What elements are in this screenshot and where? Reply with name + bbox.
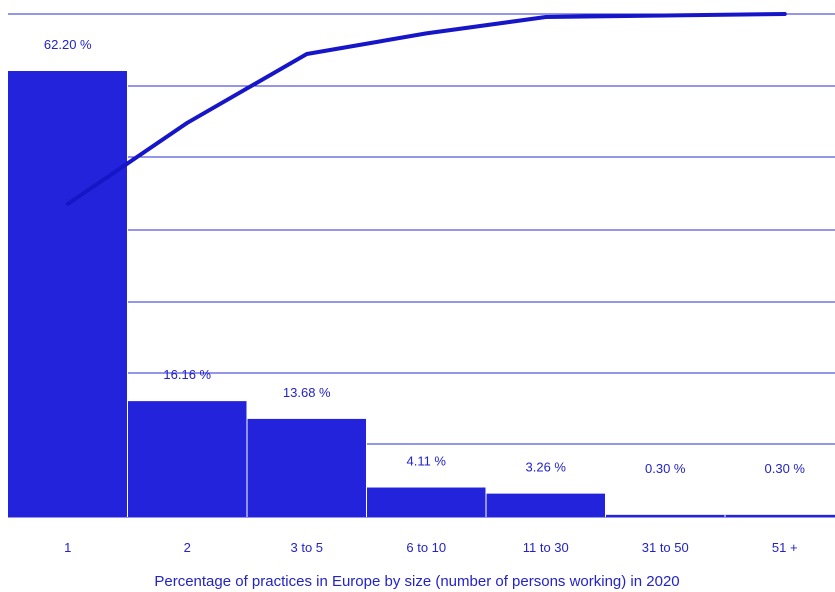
data-label-2: 16.16 % [163, 367, 211, 382]
cumulative-line [65, 12, 787, 206]
data-label-1: 62.20 % [44, 37, 92, 52]
bar-6 [605, 514, 725, 517]
x-tick-label-1: 1 [64, 540, 71, 555]
data-label-7: 0.30 % [765, 461, 806, 476]
bars [8, 71, 835, 517]
x-tick-label-2: 2 [184, 540, 191, 555]
data-label-5: 3.26 % [526, 460, 567, 475]
data-label-4: 4.11 % [406, 454, 446, 469]
x-tick-label-6: 31 to 50 [642, 540, 689, 555]
data-labels: 62.20 % 16.16 % 13.68 % 4.11 % 3.26 % 0.30 % 0… [44, 37, 806, 476]
x-tick-label-5: 11 to 30 [523, 540, 569, 555]
cumulative-line-layer [65, 12, 787, 206]
x-axis-ticks: 1 2 3 to 5 6 to 10 11 to 30 31 to 50 51 + [64, 540, 797, 555]
bar-3 [247, 418, 367, 517]
x-tick-label-3: 3 to 5 [290, 540, 323, 555]
bar-7 [725, 514, 835, 517]
data-label-6: 0.30 % [645, 461, 686, 476]
bar-2 [127, 401, 247, 517]
x-axis-title: Percentage of practices in Europe by siz… [154, 573, 679, 590]
x-tick-label-7: 51 + [772, 540, 798, 555]
x-tick-label-4: 6 to 10 [406, 540, 446, 555]
bar-1 [8, 71, 128, 517]
bar-5 [486, 493, 606, 517]
data-label-3: 13.68 % [283, 385, 331, 400]
bar-4 [366, 487, 486, 517]
